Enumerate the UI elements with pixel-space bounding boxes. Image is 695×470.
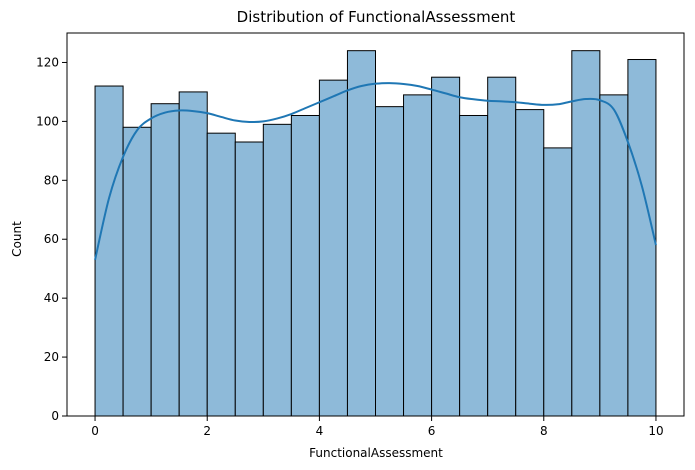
x-axis-ticks: 0 2 4 6 8 10	[91, 416, 664, 438]
histogram-bar	[487, 76, 517, 417]
histogram-bar	[627, 59, 657, 417]
x-tick-label: 0	[91, 424, 99, 438]
histogram-bar	[178, 91, 208, 417]
histogram-bar	[375, 106, 405, 417]
y-tick-label: 80	[44, 173, 59, 187]
y-tick-label: 60	[44, 232, 59, 246]
histogram-bar	[150, 103, 180, 417]
histogram-bar	[206, 132, 236, 417]
x-tick-label: 8	[540, 424, 548, 438]
x-tick-label: 10	[648, 424, 663, 438]
chart-title: Distribution of FunctionalAssessment	[237, 8, 516, 26]
histogram-bar	[431, 76, 461, 417]
bars-group	[94, 50, 657, 417]
axes-frame	[66, 32, 685, 417]
x-tick-label: 2	[203, 424, 211, 438]
kde-curve	[94, 82, 657, 261]
plot-frame	[66, 32, 685, 417]
y-axis-label: Count	[10, 221, 24, 257]
x-tick-label: 6	[428, 424, 436, 438]
histogram-bar	[234, 141, 264, 417]
histogram-bar	[122, 126, 152, 417]
histogram-bar	[346, 50, 377, 417]
y-tick-label: 0	[51, 409, 59, 423]
y-tick-label: 20	[44, 350, 59, 364]
histogram-bar	[515, 109, 545, 417]
y-axis-ticks: 0 20 40 60 80 100 120	[36, 55, 67, 423]
histogram-bar	[262, 123, 292, 417]
histogram-bar	[94, 85, 124, 417]
histogram-bar	[290, 114, 320, 417]
histogram-bar	[459, 114, 489, 417]
y-tick-label: 40	[44, 291, 59, 305]
y-tick-label: 100	[36, 114, 59, 128]
histogram-bar	[403, 94, 433, 417]
histogram-bar	[543, 147, 573, 417]
histogram-bar	[571, 50, 601, 417]
x-tick-label: 4	[316, 424, 324, 438]
histogram-bar	[318, 79, 348, 417]
x-axis-label: FunctionalAssessment	[309, 446, 443, 460]
histogram-bar	[599, 94, 629, 417]
y-tick-label: 120	[36, 55, 59, 69]
